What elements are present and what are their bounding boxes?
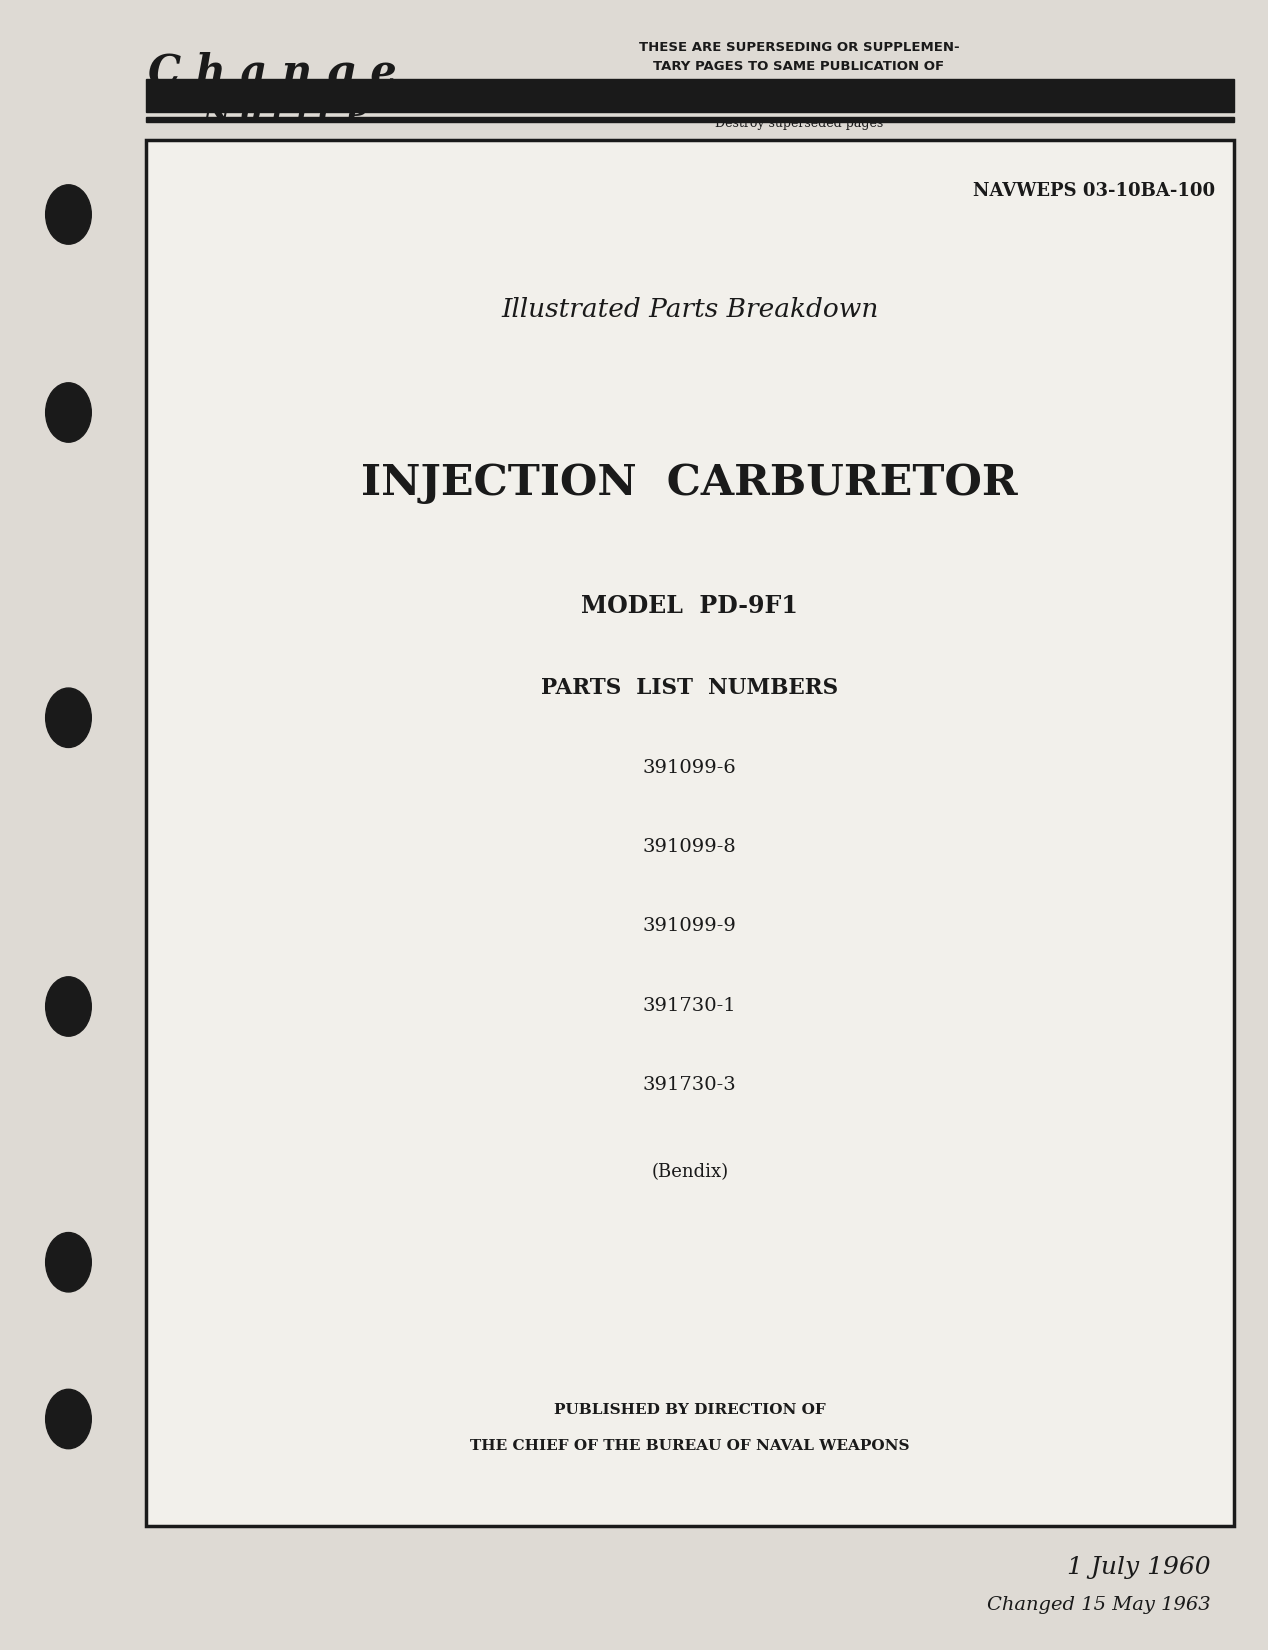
Text: NAVWEPS 03-10BA-100: NAVWEPS 03-10BA-100 bbox=[973, 182, 1215, 200]
Circle shape bbox=[46, 1389, 91, 1449]
Text: Illustrated Parts Breakdown: Illustrated Parts Breakdown bbox=[501, 297, 879, 322]
Text: MODEL  PD-9F1: MODEL PD-9F1 bbox=[581, 594, 799, 619]
Text: 391730-1: 391730-1 bbox=[643, 997, 737, 1015]
Circle shape bbox=[46, 1233, 91, 1292]
Text: 391730-3: 391730-3 bbox=[643, 1076, 737, 1094]
Text: PREVIOUS DATE: PREVIOUS DATE bbox=[739, 79, 858, 92]
Text: PARTS  LIST  NUMBERS: PARTS LIST NUMBERS bbox=[541, 676, 838, 698]
Bar bbox=[146, 117, 1234, 122]
Text: THESE ARE SUPERSEDING OR SUPPLEMEN-: THESE ARE SUPERSEDING OR SUPPLEMEN- bbox=[639, 41, 959, 54]
Text: 391099-9: 391099-9 bbox=[643, 917, 737, 936]
Circle shape bbox=[46, 688, 91, 747]
Text: Changed 15 May 1963: Changed 15 May 1963 bbox=[988, 1596, 1211, 1614]
Circle shape bbox=[46, 977, 91, 1036]
Text: TARY PAGES TO SAME PUBLICATION OF: TARY PAGES TO SAME PUBLICATION OF bbox=[653, 59, 945, 73]
Text: 391099-8: 391099-8 bbox=[643, 838, 737, 856]
Text: THE CHIEF OF THE BUREAU OF NAVAL WEAPONS: THE CHIEF OF THE BUREAU OF NAVAL WEAPONS bbox=[470, 1439, 909, 1452]
Text: Destroy superseded pages: Destroy superseded pages bbox=[715, 117, 883, 130]
Text: PUBLISHED BY DIRECTION OF: PUBLISHED BY DIRECTION OF bbox=[554, 1402, 825, 1416]
Circle shape bbox=[46, 383, 91, 442]
Text: 391099-6: 391099-6 bbox=[643, 759, 737, 777]
Bar bbox=[146, 140, 1234, 1526]
Bar bbox=[146, 79, 1234, 112]
Text: Insert these pages into basic publication: Insert these pages into basic publicatio… bbox=[670, 99, 928, 111]
Text: 1 July 1960: 1 July 1960 bbox=[1068, 1556, 1211, 1579]
Circle shape bbox=[46, 185, 91, 244]
Text: (Bendix): (Bendix) bbox=[652, 1163, 728, 1181]
Text: INJECTION  CARBURETOR: INJECTION CARBURETOR bbox=[361, 462, 1018, 503]
Text: N o t i c e: N o t i c e bbox=[203, 99, 368, 130]
Text: C h a n g e: C h a n g e bbox=[148, 51, 397, 94]
